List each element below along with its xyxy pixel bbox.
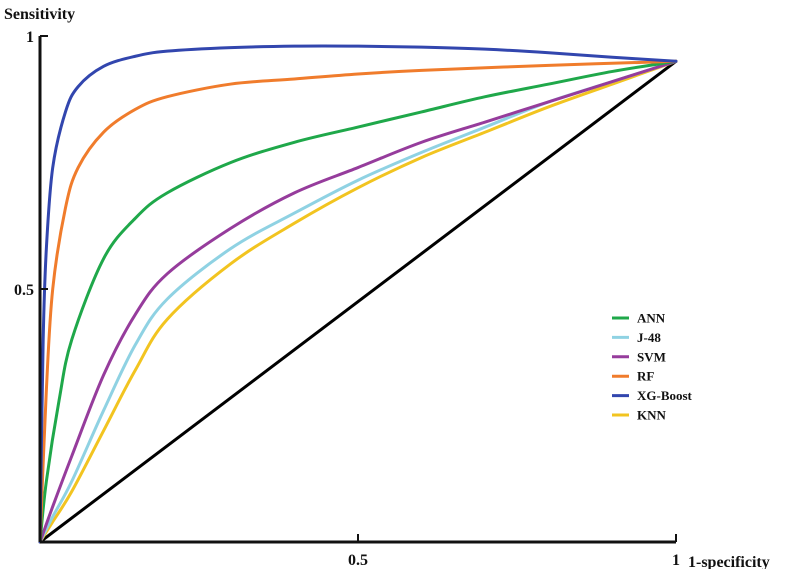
reference-diagonal-line <box>39 60 677 544</box>
series-line-ann <box>38 59 678 544</box>
y-tick-label: 1 <box>26 29 34 46</box>
x-axis-title: 1-specificity <box>688 554 770 569</box>
legend-label: SVM <box>637 349 666 364</box>
series-line-knn <box>38 59 678 544</box>
legend: ANN J-48 SVM RF XG-Boost KNN <box>612 311 693 423</box>
axes-layer <box>38 36 676 544</box>
legend-label: KNN <box>637 408 667 423</box>
y-axis-title: Sensitivity <box>4 6 75 23</box>
legend-label: ANN <box>637 311 666 326</box>
legend-label: J-48 <box>637 330 661 345</box>
y-tick-label: 0.5 <box>14 282 34 299</box>
curves-layer <box>38 44 678 544</box>
series-line-svm <box>38 59 678 544</box>
series-line-xg-boost <box>38 44 678 544</box>
series-line-rf <box>38 59 678 544</box>
legend-label: XG-Boost <box>637 388 693 403</box>
x-tick-label: 0.5 <box>348 552 368 569</box>
ticks-layer: 0.5 1 0.5 1 <box>14 29 680 569</box>
legend-label: RF <box>637 369 654 384</box>
x-tick-label: 1 <box>672 552 680 569</box>
